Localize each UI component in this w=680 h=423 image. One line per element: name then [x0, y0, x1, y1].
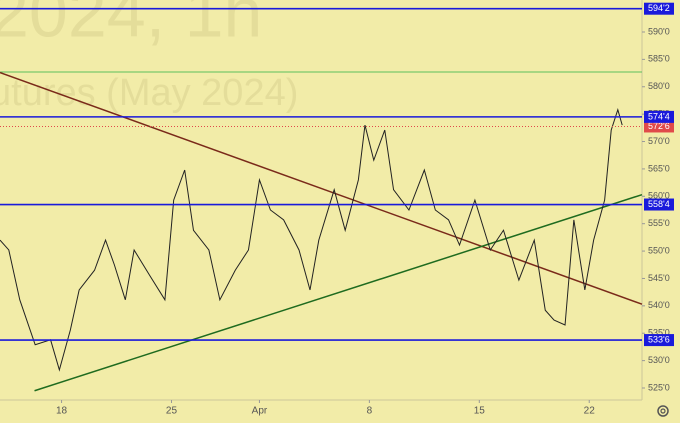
y-tick-label: 540'0 — [648, 300, 670, 310]
y-tick-label: 555'0 — [648, 218, 670, 228]
x-tick-label: 25 — [166, 406, 178, 417]
settings-gear[interactable] — [657, 405, 669, 417]
level-box — [644, 2, 674, 15]
y-tick-label: 530'0 — [648, 355, 670, 365]
y-tick-label: 565'0 — [648, 163, 670, 173]
current-price-box — [644, 120, 674, 133]
current-price-label: 572'6 — [648, 121, 670, 131]
y-tick-label: 545'0 — [648, 273, 670, 283]
y-tick-label: 560'0 — [648, 191, 670, 201]
y-tick-label: 590'0 — [648, 26, 670, 36]
level-label: 574'4 — [648, 111, 670, 121]
y-tick-label: 550'0 — [648, 245, 670, 255]
y-tick-label: 535'0 — [648, 328, 670, 338]
level-box — [644, 198, 674, 211]
y-tick-label: 580'0 — [648, 81, 670, 91]
settings-icon[interactable] — [657, 405, 669, 417]
price-line — [0, 108, 623, 372]
y-tick-label: 585'0 — [648, 54, 670, 64]
level-label: 594'2 — [648, 3, 670, 13]
x-tick-label: Apr — [252, 406, 268, 417]
watermark: 2024, 1h utures (May 2024) — [0, 0, 298, 114]
watermark-text: 2024, 1h — [0, 0, 262, 51]
level-box — [644, 334, 674, 347]
level-label: 533'6 — [648, 334, 670, 344]
x-tick-label: 18 — [56, 406, 68, 417]
trend-line — [0, 71, 643, 305]
x-tick-label: 15 — [474, 406, 486, 417]
level-label: 558'4 — [648, 199, 670, 209]
watermark-text: utures (May 2024) — [0, 72, 298, 114]
level-box — [644, 110, 674, 123]
x-tick-label: 22 — [584, 406, 596, 417]
trend-line — [34, 193, 643, 392]
y-tick-label: 570'0 — [648, 136, 670, 146]
settings-gear-center[interactable] — [660, 408, 666, 414]
y-tick-label: 525'0 — [648, 382, 670, 392]
x-tick-label: 8 — [367, 406, 373, 417]
